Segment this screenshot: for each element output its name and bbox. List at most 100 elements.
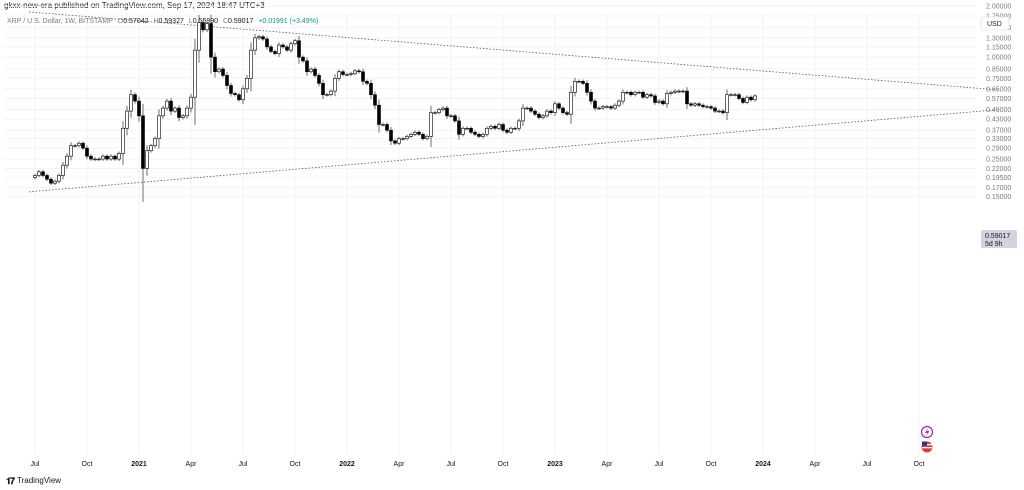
candle (61, 161, 65, 180)
y-tick-label: 0.25000 (986, 157, 1011, 164)
candle (545, 109, 549, 118)
candle (461, 126, 465, 137)
lower-trendline[interactable] (28, 109, 1000, 193)
candle (561, 106, 565, 115)
currency-label: USD (987, 21, 1002, 28)
time-axis[interactable]: Jul Oct 2021 Apr Jul Oct 2022 Apr Jul Oct 2023 Apr J… (31, 461, 925, 468)
y-tick-label: 0.85000 (986, 67, 1011, 74)
candle (165, 98, 169, 111)
candle (465, 126, 469, 131)
candle (201, 20, 205, 33)
candle (233, 91, 237, 97)
candle (33, 173, 37, 180)
x-tick-label: Oct (914, 461, 925, 468)
candle (397, 136, 401, 146)
y-tick-label: 0.57000 (986, 96, 1011, 103)
candle (141, 103, 145, 202)
candle (581, 79, 585, 86)
candle (445, 105, 449, 119)
candle (481, 132, 485, 139)
candle (409, 132, 413, 139)
x-tick-label: Oct (82, 461, 93, 468)
footer[interactable]: 𝟏𝟕 TradingView (6, 475, 61, 487)
candle (609, 104, 613, 110)
x-tick-label: Jul (239, 461, 248, 468)
candle (117, 151, 121, 162)
candle (385, 122, 389, 133)
x-tick-label: Oct (706, 461, 717, 468)
candle (649, 92, 653, 98)
candle (129, 89, 133, 118)
candle (505, 128, 509, 135)
candle (353, 69, 357, 76)
x-tick-label: Apr (810, 461, 822, 468)
candle (565, 110, 569, 117)
open-value: 0.57042 (123, 18, 149, 25)
candle (393, 139, 397, 146)
candle (265, 36, 269, 50)
candle (77, 141, 81, 148)
candle (193, 38, 197, 125)
candle (477, 132, 481, 139)
candle (489, 124, 493, 131)
candle (145, 145, 149, 176)
candle (225, 72, 229, 90)
candle (721, 109, 725, 115)
candle (321, 79, 325, 100)
candle (469, 126, 473, 135)
price-tag-countdown: 5d 9h (985, 241, 1003, 248)
candle (573, 77, 577, 97)
upper-trendline[interactable] (28, 11, 1000, 91)
candle (241, 85, 245, 105)
y-tick-label: 2.00000 (986, 4, 1011, 11)
x-tick-label: Jul (863, 461, 872, 468)
triangle-trendlines[interactable] (28, 11, 1000, 193)
candle (293, 38, 297, 46)
candle (685, 87, 689, 109)
y-tick-label: 0.22000 (986, 166, 1011, 173)
candle (377, 99, 381, 133)
candle (153, 136, 157, 149)
candle (585, 80, 589, 96)
candle (705, 104, 709, 109)
currency-box[interactable] (980, 16, 1010, 31)
candle (361, 68, 365, 85)
candle (37, 170, 41, 178)
us-flag-icon[interactable] (921, 441, 933, 453)
open-label: O (117, 18, 124, 25)
candle (429, 105, 433, 148)
candle (245, 74, 249, 93)
candle (337, 69, 341, 81)
candle (493, 124, 497, 131)
candle (697, 101, 701, 108)
y-tick-label: 0.15000 (986, 194, 1011, 201)
y-tick-label: 0.29000 (986, 146, 1011, 153)
y-tick-label: 0.43000 (986, 117, 1011, 124)
candle (633, 90, 637, 97)
candle (389, 126, 393, 146)
candle (109, 154, 113, 161)
symbol-legend[interactable]: XRP / U.S. Dollar, 1W, BITSTAMP O0.57042… (7, 17, 318, 27)
candle (753, 94, 757, 102)
publisher-caption: gkxx-new-era published on TradingView.co… (4, 1, 265, 10)
grid (4, 5, 976, 455)
candle (197, 14, 201, 63)
candle (497, 122, 501, 131)
candle (733, 92, 737, 97)
candle (69, 142, 73, 161)
candle (93, 157, 97, 161)
candle (181, 114, 185, 120)
candle (509, 126, 513, 135)
candle (357, 69, 361, 74)
candle (333, 74, 337, 97)
candle (53, 179, 57, 186)
candle (269, 45, 273, 54)
candle (421, 132, 425, 141)
candle (441, 106, 445, 112)
y-tick-label: 0.49000 (986, 107, 1011, 114)
candle (149, 143, 153, 153)
candle (213, 52, 217, 78)
candle (525, 106, 529, 110)
lightning-icon[interactable] (920, 425, 934, 439)
